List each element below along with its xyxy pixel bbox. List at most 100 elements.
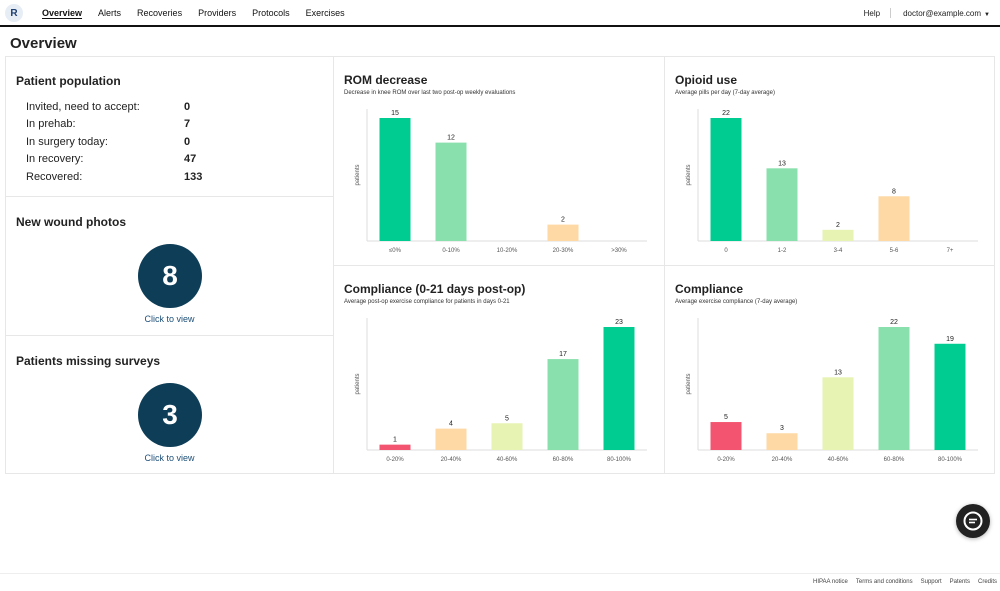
x-tick-label: 80-100%	[607, 457, 632, 463]
panel-title: Patient population	[16, 74, 121, 88]
footer-terms-link[interactable]: Terms and conditions	[855, 579, 913, 585]
footer-hipaa-link[interactable]: HIPAA notice	[812, 579, 848, 585]
population-row: Recovered: 133	[26, 168, 202, 186]
compliance-early-panel: Compliance (0-21 days post-op) Average p…	[333, 265, 665, 474]
x-tick-label: 80-100%	[938, 457, 963, 463]
bar-value-label: 8	[892, 188, 896, 195]
nav-divider	[890, 8, 892, 18]
chat-button[interactable]	[956, 504, 990, 538]
bar-value-label: 23	[615, 319, 623, 326]
y-axis-label: patients	[686, 164, 692, 185]
bar	[766, 168, 798, 241]
opioid-use-chart: patients 22 0 13 1-2 2 3-4 8 5-6 7+	[686, 109, 978, 254]
logo[interactable]: R	[5, 4, 23, 22]
x-tick-label: 60-80%	[553, 457, 574, 463]
opioid-use-panel: Opioid use Average pills per day (7-day …	[664, 56, 995, 266]
bar	[766, 433, 798, 450]
footer-patents-link[interactable]: Patents	[949, 579, 970, 585]
x-tick-label: 60-80%	[884, 457, 905, 463]
bar	[822, 377, 854, 450]
bar-value-label: 1	[393, 437, 397, 444]
wound-photos-count[interactable]: 8	[138, 244, 202, 308]
bar-value-label: 22	[722, 110, 730, 117]
bar	[934, 343, 966, 450]
row-label: In surgery today:	[26, 135, 108, 148]
chart-title: ROM decrease	[344, 73, 428, 87]
nav-alerts[interactable]: Alerts	[98, 8, 122, 18]
row-label: Recovered:	[26, 170, 83, 183]
x-tick-label: 20-40%	[772, 457, 793, 463]
bar-value-label: 2	[561, 217, 565, 224]
population-row: In prehab: 7	[26, 116, 202, 134]
missing-surveys-count[interactable]: 3	[138, 383, 202, 447]
compliance-early-chart: patients 1 0-20% 4 20-40% 5 40-60% 17 60-80% 23 80…	[355, 318, 647, 463]
x-tick-label: 7+	[947, 248, 954, 254]
bar-value-label: 5	[505, 415, 509, 422]
bar-value-label: 22	[890, 319, 898, 326]
rom-decrease-panel: ROM decrease Decrease in knee ROM over l…	[333, 56, 665, 266]
row-value: 133	[184, 170, 203, 183]
user-menu[interactable]: doctor@example.com ▼	[903, 9, 990, 18]
footer-credits-link[interactable]: Credits	[977, 579, 997, 585]
bar-value-label: 17	[559, 351, 567, 358]
population-row: In recovery: 47	[26, 151, 202, 169]
x-tick-label: 20-30%	[553, 248, 574, 254]
x-tick-label: 10-20%	[497, 248, 518, 254]
chart-subtitle: Average pills per day (7-day average)	[675, 90, 775, 96]
panel-title: New wound photos	[16, 215, 126, 229]
bar	[379, 118, 411, 241]
nav-recoveries[interactable]: Recoveries	[137, 8, 183, 18]
patient-population-panel: Patient population Invited, need to acce…	[5, 56, 334, 197]
nav-exercises[interactable]: Exercises	[305, 8, 345, 18]
bar	[379, 444, 411, 450]
chart-subtitle: Decrease in knee ROM over last two post-…	[344, 90, 516, 96]
x-tick-label: ≤0%	[389, 248, 402, 254]
bar	[878, 327, 910, 450]
y-axis-label: patients	[686, 373, 692, 394]
row-value: 47	[184, 153, 197, 166]
wound-photos-panel: New wound photos 8 Click to view	[5, 196, 334, 336]
top-navbar: R Overview Alerts Recoveries Providers P…	[0, 0, 1000, 27]
nav-protocols[interactable]: Protocols	[252, 8, 290, 18]
bar	[710, 118, 742, 241]
x-tick-label: 3-4	[834, 248, 843, 254]
row-value: 7	[184, 118, 191, 131]
nav-right: Help doctor@example.com ▼	[864, 0, 990, 26]
x-tick-label: 20-40%	[441, 457, 462, 463]
row-label: Invited, need to accept:	[26, 100, 140, 113]
chart-subtitle: Average exercise compliance (7-day avera…	[675, 299, 798, 305]
bar-value-label: 2	[836, 222, 840, 229]
bar-value-label: 19	[946, 336, 954, 343]
x-tick-label: 0	[724, 248, 728, 254]
chart-subtitle: Average post-op exercise compliance for …	[344, 299, 510, 305]
wound-photos-link[interactable]: Click to view	[144, 314, 195, 324]
x-tick-label: 1-2	[778, 248, 787, 254]
page-title: Overview	[10, 35, 77, 52]
bar	[435, 428, 467, 450]
bar	[547, 359, 579, 450]
y-axis-label: patients	[355, 373, 361, 394]
footer: HIPAA notice Terms and conditions Suppor…	[813, 579, 997, 585]
footer-support-link[interactable]: Support	[920, 579, 942, 585]
nav-overview[interactable]: Overview	[42, 8, 83, 18]
missing-surveys-panel: Patients missing surveys 3 Click to view	[5, 335, 334, 474]
bar	[547, 224, 579, 241]
bar	[878, 196, 910, 241]
x-tick-label: 0-20%	[717, 457, 735, 463]
compliance-panel: Compliance Average exercise compliance (…	[664, 265, 995, 474]
x-tick-label: >30%	[611, 248, 627, 254]
row-label: In prehab:	[26, 118, 76, 131]
bar-value-label: 12	[447, 135, 455, 142]
help-link[interactable]: Help	[863, 8, 881, 18]
nav-providers[interactable]: Providers	[198, 8, 237, 18]
bar	[710, 422, 742, 450]
row-label: In recovery:	[26, 153, 84, 166]
x-tick-label: 40-60%	[828, 457, 849, 463]
footer-divider	[0, 573, 1000, 574]
chart-title: Compliance	[675, 282, 744, 296]
bar	[603, 327, 635, 450]
bar	[822, 229, 854, 241]
panel-title: Patients missing surveys	[16, 354, 161, 368]
bar-value-label: 4	[449, 421, 453, 428]
missing-surveys-link[interactable]: Click to view	[144, 453, 195, 463]
